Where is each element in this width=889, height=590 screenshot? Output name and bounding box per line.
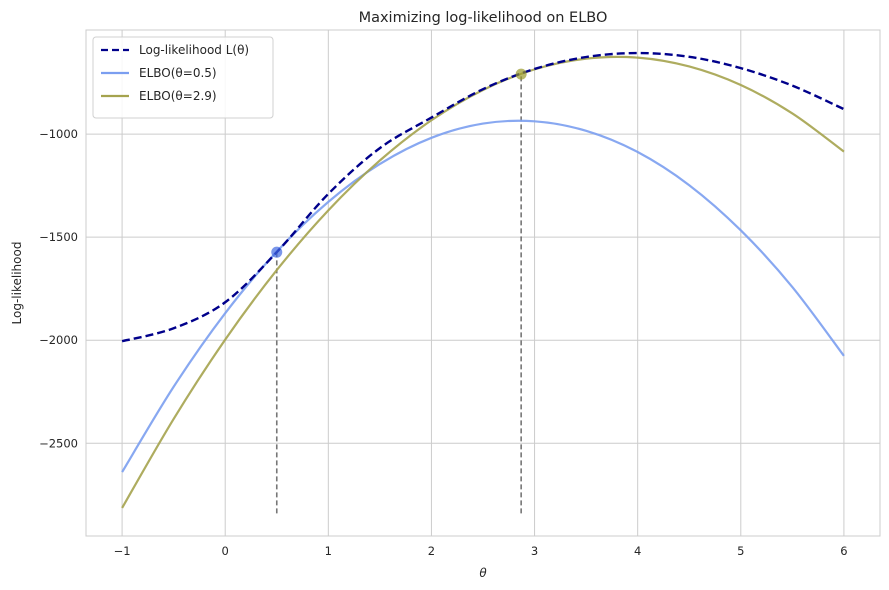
legend-label: Log-likelihood L(θ)	[139, 43, 249, 57]
y-tick-label: −2000	[39, 333, 78, 347]
markers	[271, 68, 527, 258]
vlines	[275, 74, 522, 514]
legend: Log-likelihood L(θ) ELBO(θ=0.5) ELBO(θ=2.9…	[92, 36, 274, 119]
ticks: −1 0 1 2 3 4 5 6 −2500 −2000 −1500 −1000	[39, 127, 847, 558]
series-line-elbo-0-5-	[121, 119, 845, 473]
x-tick-label: 3	[531, 544, 538, 558]
x-axis-label: θ	[479, 566, 487, 580]
x-tick-label: 4	[634, 544, 641, 558]
x-tick-label: 2	[428, 544, 435, 558]
plot-frame	[85, 29, 881, 537]
y-tick-label: −2500	[39, 436, 78, 450]
point-marker	[271, 246, 283, 258]
y-axis-label: Log-likelihood	[10, 242, 24, 325]
series-lines	[121, 51, 845, 509]
x-tick-label: 5	[737, 544, 744, 558]
legend-label: ELBO(θ=2.9)	[139, 89, 217, 103]
y-tick-label: −1000	[39, 127, 78, 141]
chart-title: Maximizing log-likelihood on ELBO	[359, 10, 608, 26]
point-marker	[515, 68, 527, 80]
legend-box	[92, 36, 274, 119]
y-tick-label: −1500	[39, 230, 78, 244]
x-tick-label: −1	[114, 544, 131, 558]
grid	[86, 30, 880, 536]
x-tick-label: 6	[840, 544, 847, 558]
x-tick-label: 0	[222, 544, 229, 558]
x-tick-label: 1	[325, 544, 332, 558]
series-line-log-likelihood	[121, 51, 845, 343]
legend-label: ELBO(θ=0.5)	[139, 66, 217, 80]
